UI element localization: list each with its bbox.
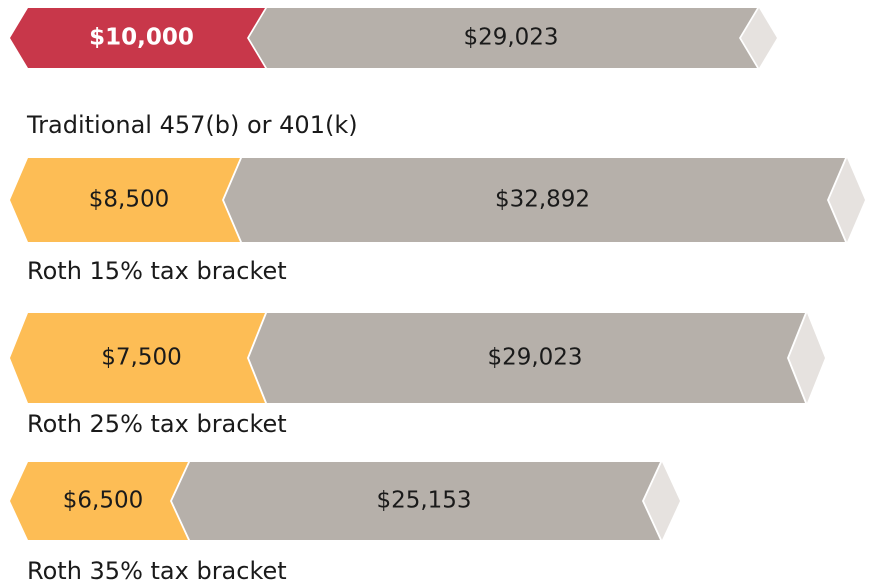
contribution-value: $10,000 <box>89 25 194 51</box>
growth-segment <box>224 158 845 242</box>
growth-segment <box>172 462 660 540</box>
growth-segment <box>249 313 805 403</box>
end-cap <box>644 462 680 540</box>
growth-segment <box>249 8 757 68</box>
contribution-value: $8,500 <box>89 187 169 213</box>
end-cap <box>789 313 825 403</box>
row-label: Roth 25% tax bracket <box>27 410 287 438</box>
growth-value: $25,153 <box>376 488 471 514</box>
contribution-value: $6,500 <box>63 488 143 514</box>
contribution-segment <box>10 313 265 403</box>
end-cap <box>829 158 865 242</box>
growth-value: $29,023 <box>463 25 558 51</box>
contribution-segment <box>10 158 240 242</box>
contribution-value: $7,500 <box>101 345 181 371</box>
contribution-segment <box>10 8 265 68</box>
row-label: Traditional 457(b) or 401(k) <box>26 111 358 139</box>
end-cap <box>741 8 777 68</box>
row-label: Roth 15% tax bracket <box>27 257 287 285</box>
row-label: Roth 35% tax bracket <box>27 557 287 585</box>
contribution-segment <box>10 462 188 540</box>
growth-value: $32,892 <box>495 187 590 213</box>
growth-value: $29,023 <box>487 345 582 371</box>
